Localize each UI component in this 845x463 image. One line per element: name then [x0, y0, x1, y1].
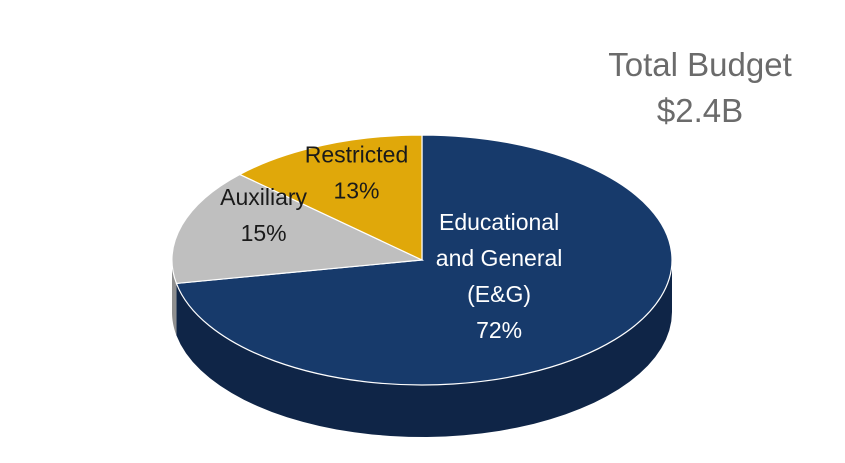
slice-name-label-0: and General — [436, 245, 563, 271]
chart-title-line-1: Total Budget — [608, 46, 792, 83]
pie-sides — [172, 260, 672, 437]
slice-value-label-1: 15% — [241, 220, 287, 246]
slice-value-label-0: 72% — [476, 317, 522, 343]
pie-slice-1 — [171, 173, 425, 285]
slice-name-label-1: Auxiliary — [220, 184, 307, 210]
pie-labels: Educational and General (E&G) 72% Auxiliary 1… — [220, 141, 562, 343]
slice-name-label-0: Educational — [439, 209, 559, 235]
slice-value-label-2: 13% — [333, 177, 379, 203]
pie-side-0 — [176, 260, 672, 437]
pie-slice-2 — [238, 134, 423, 261]
pie-slice-0 — [175, 134, 673, 386]
slice-name-label-0: (E&G) — [467, 281, 531, 307]
pie-tops — [171, 134, 673, 386]
pie-side-1 — [172, 260, 177, 336]
slice-name-label-2: Restricted — [305, 141, 409, 167]
chart-title-line-2: $2.4B — [656, 92, 744, 129]
